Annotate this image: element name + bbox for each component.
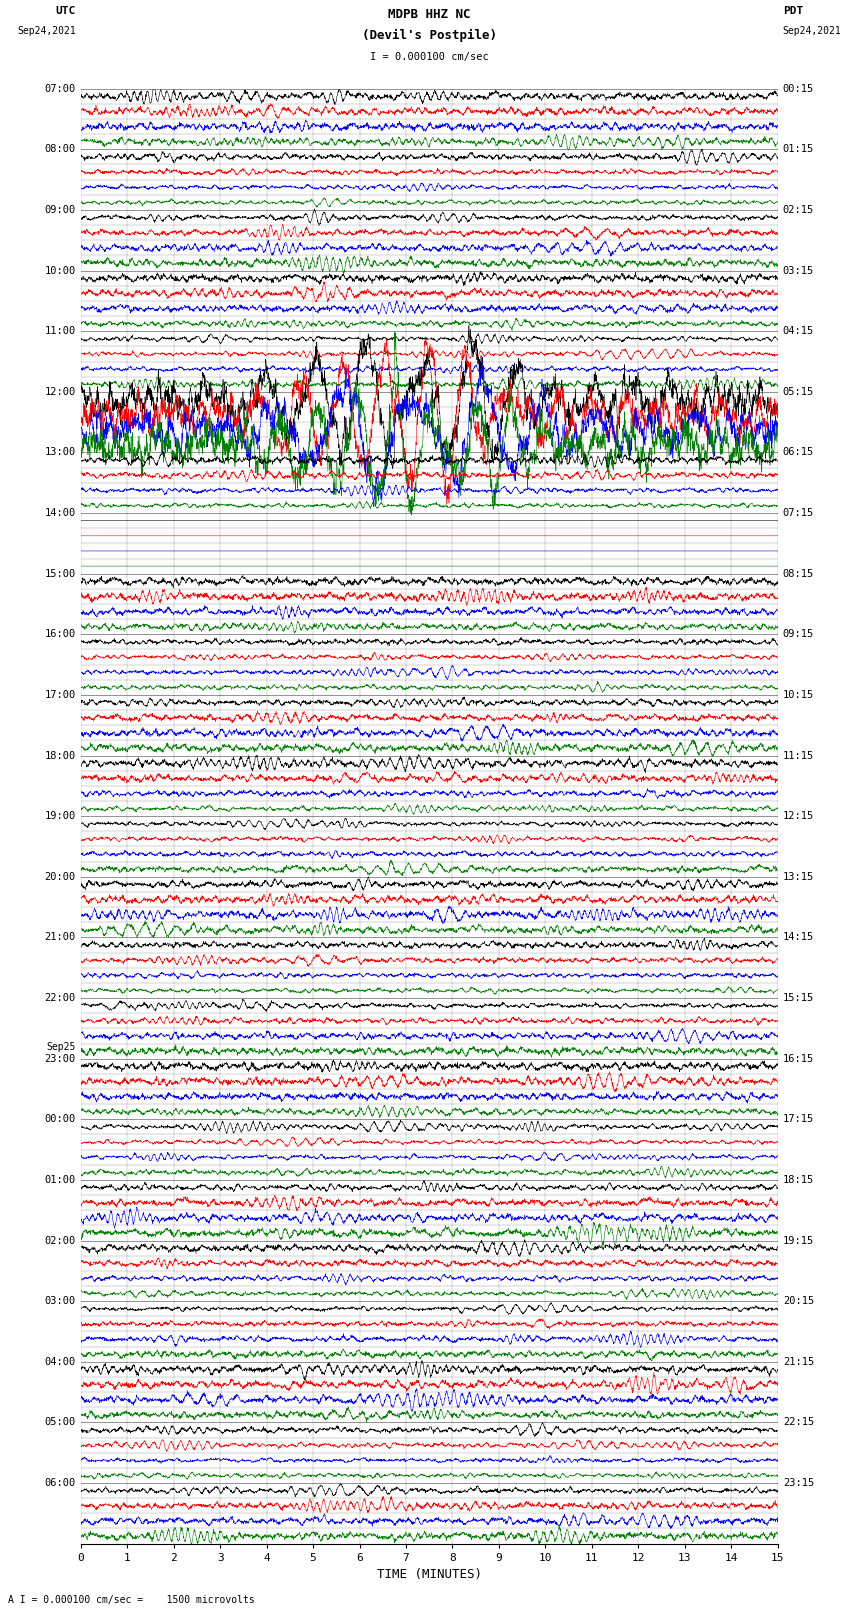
Text: 20:00: 20:00 <box>44 871 76 882</box>
Text: 06:15: 06:15 <box>783 447 814 458</box>
Text: I = 0.000100 cm/sec: I = 0.000100 cm/sec <box>370 52 489 61</box>
Text: 15:15: 15:15 <box>783 994 814 1003</box>
Text: MDPB HHZ NC: MDPB HHZ NC <box>388 8 471 21</box>
Text: 01:15: 01:15 <box>783 144 814 155</box>
Text: 11:15: 11:15 <box>783 750 814 761</box>
Text: 05:15: 05:15 <box>783 387 814 397</box>
Text: 03:15: 03:15 <box>783 266 814 276</box>
Text: 05:00: 05:00 <box>44 1418 76 1428</box>
Text: (Devil's Postpile): (Devil's Postpile) <box>362 29 496 42</box>
Text: Sep24,2021: Sep24,2021 <box>17 26 76 35</box>
Text: 15:00: 15:00 <box>44 569 76 579</box>
Text: 22:15: 22:15 <box>783 1418 814 1428</box>
Text: 06:00: 06:00 <box>44 1478 76 1489</box>
Text: 14:15: 14:15 <box>783 932 814 942</box>
Text: 22:00: 22:00 <box>44 994 76 1003</box>
Text: 09:15: 09:15 <box>783 629 814 639</box>
Text: 08:00: 08:00 <box>44 144 76 155</box>
Text: 07:00: 07:00 <box>44 84 76 94</box>
X-axis label: TIME (MINUTES): TIME (MINUTES) <box>377 1568 482 1581</box>
Text: 10:15: 10:15 <box>783 690 814 700</box>
Text: 14:00: 14:00 <box>44 508 76 518</box>
Text: 02:00: 02:00 <box>44 1236 76 1245</box>
Text: 04:15: 04:15 <box>783 326 814 336</box>
Text: 19:15: 19:15 <box>783 1236 814 1245</box>
Text: 00:00: 00:00 <box>44 1115 76 1124</box>
Text: 18:00: 18:00 <box>44 750 76 761</box>
Text: 12:00: 12:00 <box>44 387 76 397</box>
Text: 12:15: 12:15 <box>783 811 814 821</box>
Text: PDT: PDT <box>783 6 803 16</box>
Text: 23:00: 23:00 <box>44 1053 76 1063</box>
Text: 21:00: 21:00 <box>44 932 76 942</box>
Text: 13:00: 13:00 <box>44 447 76 458</box>
Text: UTC: UTC <box>55 6 76 16</box>
Text: 17:00: 17:00 <box>44 690 76 700</box>
Text: 16:00: 16:00 <box>44 629 76 639</box>
Text: 18:15: 18:15 <box>783 1174 814 1186</box>
Text: 03:00: 03:00 <box>44 1297 76 1307</box>
Text: 02:15: 02:15 <box>783 205 814 215</box>
Text: 17:15: 17:15 <box>783 1115 814 1124</box>
Text: 09:00: 09:00 <box>44 205 76 215</box>
Text: 19:00: 19:00 <box>44 811 76 821</box>
Text: 23:15: 23:15 <box>783 1478 814 1489</box>
Text: 20:15: 20:15 <box>783 1297 814 1307</box>
Text: 04:00: 04:00 <box>44 1357 76 1366</box>
Text: A I = 0.000100 cm/sec =    1500 microvolts: A I = 0.000100 cm/sec = 1500 microvolts <box>8 1595 255 1605</box>
Text: 21:15: 21:15 <box>783 1357 814 1366</box>
Text: 07:15: 07:15 <box>783 508 814 518</box>
Text: 10:00: 10:00 <box>44 266 76 276</box>
Text: 13:15: 13:15 <box>783 871 814 882</box>
Text: 11:00: 11:00 <box>44 326 76 336</box>
Text: Sep24,2021: Sep24,2021 <box>783 26 842 35</box>
Text: 01:00: 01:00 <box>44 1174 76 1186</box>
Text: 16:15: 16:15 <box>783 1053 814 1063</box>
Text: Sep25: Sep25 <box>46 1042 76 1052</box>
Text: 08:15: 08:15 <box>783 569 814 579</box>
Text: 00:15: 00:15 <box>783 84 814 94</box>
